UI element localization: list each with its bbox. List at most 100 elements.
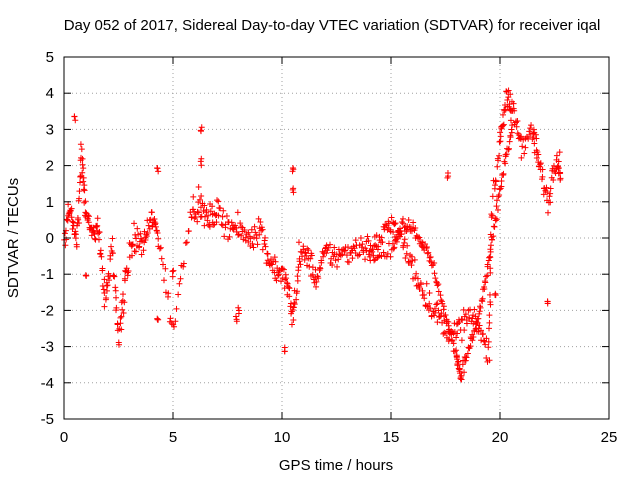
data-point [289,168,296,175]
data-point [200,208,207,215]
data-point [493,197,500,204]
data-points [61,87,564,383]
data-point [287,300,294,307]
data-point [486,319,493,326]
data-point [301,256,308,263]
x-tick-label: 25 [601,429,618,446]
data-point [241,226,248,233]
data-point [482,279,489,286]
data-point [81,182,88,189]
data-point [281,348,288,355]
data-point [506,138,513,145]
x-axis-label: GPS time / hours [279,457,393,474]
data-point [77,141,84,148]
data-point [315,275,322,282]
data-point [210,221,217,228]
data-point [223,212,230,219]
data-point [245,229,252,236]
data-point [543,184,550,191]
x-tick-label: 10 [274,429,291,446]
data-point [68,205,75,212]
data-point [238,224,245,231]
data-point [392,220,399,227]
data-point [498,178,505,185]
data-point [171,323,178,330]
data-point [169,273,176,280]
data-point [415,235,422,242]
data-point [437,292,444,299]
data-point [233,318,240,325]
data-point [125,268,132,275]
data-point [438,297,445,304]
data-point [413,270,420,277]
data-point [300,243,307,250]
data-point [442,312,449,319]
data-point [162,265,169,272]
data-point [106,277,113,284]
data-point [531,140,538,147]
data-point [337,252,344,259]
data-point [550,177,557,184]
data-point [85,219,92,226]
data-point [505,145,512,152]
data-point [486,254,493,261]
data-point [434,300,441,307]
data-point [539,173,546,180]
data-point [226,233,233,240]
data-point [191,215,198,222]
chart-title: Day 052 of 2017, Sidereal Day-to-day VTE… [64,17,601,34]
data-point [79,161,86,168]
data-point [495,193,502,200]
data-point [425,249,432,256]
data-point [486,325,493,332]
data-point [489,212,496,219]
data-point [287,303,294,310]
data-point [345,259,352,266]
data-point [532,131,539,138]
data-point [234,209,241,216]
data-point [290,317,297,324]
data-point [423,243,430,250]
data-point [96,228,103,235]
data-point [469,315,476,322]
data-point [484,272,491,279]
data-point [412,274,419,281]
data-point [309,264,316,271]
data-point [402,255,409,262]
data-point [378,234,385,241]
data-point [507,117,514,124]
data-point [124,272,131,279]
data-point [344,244,351,251]
data-point [148,209,155,216]
data-point [77,179,84,186]
data-point [170,267,177,274]
data-point [482,341,489,348]
data-point [382,221,389,228]
data-point [486,253,493,260]
data-point [297,261,304,268]
data-point [182,240,189,247]
data-point [76,195,83,202]
y-axis-label: SDTVAR / TECUs [5,178,22,298]
data-point [204,217,211,224]
data-point [463,354,470,361]
data-point [295,239,302,246]
data-point [213,219,220,226]
data-point [411,256,418,263]
data-point [101,276,108,283]
data-point [158,255,165,262]
data-point [154,316,161,323]
data-point [138,251,145,258]
data-point [435,281,442,288]
data-point [500,170,507,177]
data-point [219,213,226,220]
data-point [527,131,534,138]
data-point [118,313,125,320]
data-point [398,219,405,226]
data-point [537,160,544,167]
x-tick-label: 15 [383,429,400,446]
data-point [499,122,506,129]
data-point [416,234,423,241]
data-point [172,318,179,325]
data-point [486,312,493,319]
